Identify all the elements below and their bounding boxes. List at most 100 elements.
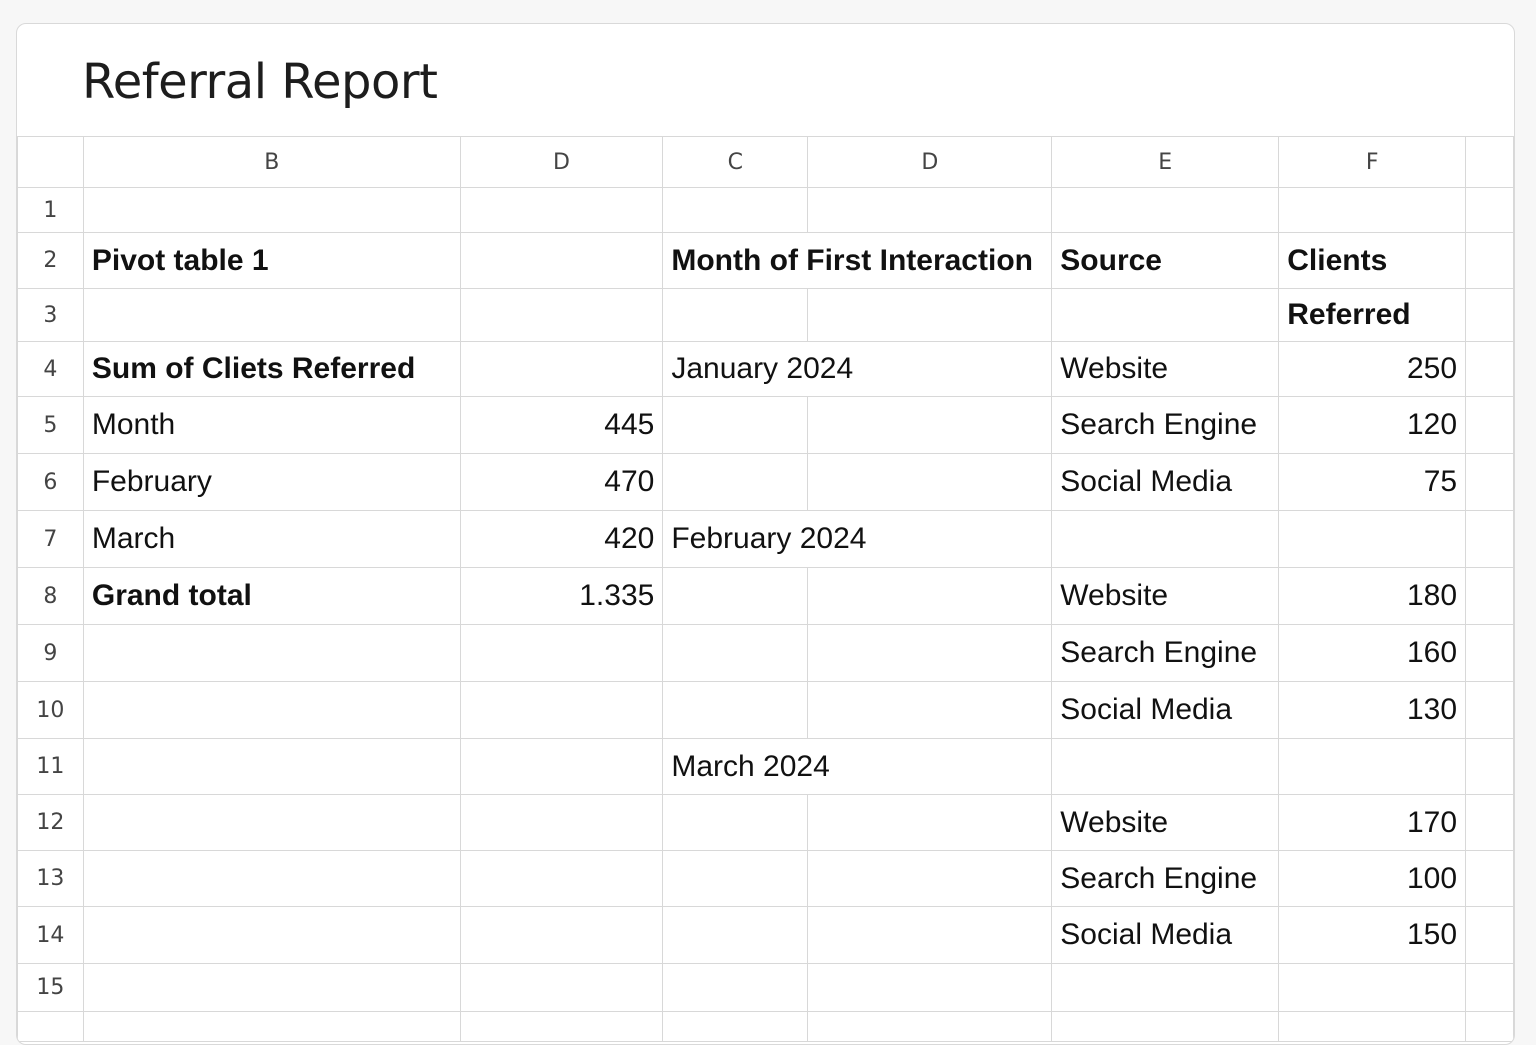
cell[interactable] bbox=[459, 187, 664, 233]
row-number[interactable] bbox=[17, 1011, 84, 1042]
cell[interactable] bbox=[807, 567, 1053, 625]
cell[interactable] bbox=[1465, 453, 1514, 511]
cell[interactable] bbox=[459, 341, 664, 397]
cell[interactable] bbox=[1465, 681, 1514, 739]
cell[interactable] bbox=[1465, 341, 1514, 397]
pivot-value-cell[interactable]: 470 bbox=[459, 453, 664, 511]
pivot-subtitle-cell[interactable]: Sum of Cliets Referred bbox=[82, 341, 461, 397]
cell[interactable] bbox=[662, 681, 809, 739]
month-cell[interactable]: March 2024 bbox=[662, 738, 1053, 795]
cell[interactable] bbox=[1465, 187, 1514, 233]
cell[interactable] bbox=[459, 232, 664, 289]
value-cell[interactable]: 150 bbox=[1278, 906, 1467, 964]
cell[interactable] bbox=[82, 963, 461, 1012]
cell[interactable] bbox=[807, 906, 1053, 964]
source-cell[interactable]: Website bbox=[1051, 567, 1280, 625]
cell[interactable] bbox=[459, 963, 664, 1012]
cell[interactable] bbox=[1465, 232, 1514, 289]
column-header-b[interactable]: B bbox=[82, 136, 461, 188]
value-cell[interactable]: 170 bbox=[1278, 794, 1467, 851]
cell[interactable] bbox=[459, 624, 664, 682]
value-cell[interactable]: 250 bbox=[1278, 341, 1467, 397]
pivot-value-cell[interactable]: 420 bbox=[459, 510, 664, 568]
source-cell[interactable]: Social Media bbox=[1051, 906, 1280, 964]
cell[interactable] bbox=[1465, 510, 1514, 568]
cell[interactable] bbox=[459, 906, 664, 964]
cell[interactable] bbox=[807, 453, 1053, 511]
cell[interactable] bbox=[1278, 963, 1467, 1012]
row-number[interactable]: 9 bbox=[17, 624, 84, 682]
cell[interactable] bbox=[807, 624, 1053, 682]
cell[interactable] bbox=[1051, 963, 1280, 1012]
cell[interactable] bbox=[662, 567, 809, 625]
source-cell[interactable]: Search Engine bbox=[1051, 396, 1280, 454]
column-header-d2[interactable]: D bbox=[807, 136, 1053, 188]
row-number[interactable]: 7 bbox=[17, 510, 84, 568]
clients-header-cell-line2[interactable]: Referred bbox=[1278, 288, 1467, 342]
pivot-label-cell[interactable]: February bbox=[82, 453, 461, 511]
row-number[interactable]: 5 bbox=[17, 396, 84, 454]
cell[interactable] bbox=[1465, 906, 1514, 964]
cell[interactable] bbox=[82, 850, 461, 907]
source-cell[interactable]: Search Engine bbox=[1051, 624, 1280, 682]
month-cell[interactable]: January 2024 bbox=[662, 341, 1053, 397]
cell[interactable] bbox=[459, 850, 664, 907]
cell[interactable] bbox=[1278, 187, 1467, 233]
pivot-label-cell[interactable]: Month bbox=[82, 396, 461, 454]
row-number[interactable]: 2 bbox=[17, 232, 84, 289]
cell[interactable] bbox=[82, 906, 461, 964]
source-cell[interactable]: Social Media bbox=[1051, 681, 1280, 739]
cell[interactable] bbox=[662, 396, 809, 454]
cell[interactable] bbox=[82, 794, 461, 851]
cell[interactable] bbox=[1465, 794, 1514, 851]
row-number[interactable]: 8 bbox=[17, 567, 84, 625]
row-number[interactable]: 4 bbox=[17, 341, 84, 397]
source-cell[interactable]: Social Media bbox=[1051, 453, 1280, 511]
grand-total-label-cell[interactable]: Grand total bbox=[82, 567, 461, 625]
cell[interactable] bbox=[662, 906, 809, 964]
cell[interactable] bbox=[1051, 510, 1280, 568]
value-cell[interactable]: 160 bbox=[1278, 624, 1467, 682]
cell[interactable] bbox=[1465, 624, 1514, 682]
row-number[interactable]: 6 bbox=[17, 453, 84, 511]
cell[interactable] bbox=[1051, 738, 1280, 795]
source-header-cell[interactable]: Source bbox=[1051, 232, 1280, 289]
source-cell[interactable]: Website bbox=[1051, 794, 1280, 851]
row-number[interactable]: 11 bbox=[17, 738, 84, 795]
clients-header-cell[interactable]: Clients bbox=[1278, 232, 1467, 289]
value-cell[interactable]: 120 bbox=[1278, 396, 1467, 454]
pivot-title-cell[interactable]: Pivot table 1 bbox=[82, 232, 461, 289]
row-number[interactable]: 15 bbox=[17, 963, 84, 1012]
source-cell[interactable]: Search Engine bbox=[1051, 850, 1280, 907]
column-header-c[interactable]: C bbox=[662, 136, 809, 188]
value-cell[interactable]: 180 bbox=[1278, 567, 1467, 625]
cell[interactable] bbox=[1465, 567, 1514, 625]
cell[interactable] bbox=[459, 288, 664, 342]
cell[interactable] bbox=[662, 453, 809, 511]
cell[interactable] bbox=[1278, 1011, 1467, 1042]
cell[interactable] bbox=[459, 738, 664, 795]
month-header-cell[interactable]: Month of First Interaction bbox=[662, 232, 1053, 289]
cell[interactable] bbox=[1051, 187, 1280, 233]
cell[interactable] bbox=[662, 963, 809, 1012]
month-cell[interactable]: February 2024 bbox=[662, 510, 1053, 568]
cell[interactable] bbox=[662, 1011, 809, 1042]
cell[interactable] bbox=[82, 187, 461, 233]
cell[interactable] bbox=[1465, 963, 1514, 1012]
row-number[interactable]: 3 bbox=[17, 288, 84, 342]
column-header-extra[interactable] bbox=[1465, 136, 1514, 188]
cell[interactable] bbox=[807, 794, 1053, 851]
pivot-value-cell[interactable]: 445 bbox=[459, 396, 664, 454]
cell[interactable] bbox=[662, 794, 809, 851]
cell[interactable] bbox=[459, 1011, 664, 1042]
value-cell[interactable]: 100 bbox=[1278, 850, 1467, 907]
cell[interactable] bbox=[807, 1011, 1053, 1042]
cell[interactable] bbox=[807, 187, 1053, 233]
row-number[interactable]: 12 bbox=[17, 794, 84, 851]
value-cell[interactable]: 75 bbox=[1278, 453, 1467, 511]
column-header-f[interactable]: F bbox=[1278, 136, 1467, 188]
cell[interactable] bbox=[1051, 1011, 1280, 1042]
pivot-label-cell[interactable]: March bbox=[82, 510, 461, 568]
cell[interactable] bbox=[807, 963, 1053, 1012]
column-header-e[interactable]: E bbox=[1051, 136, 1280, 188]
